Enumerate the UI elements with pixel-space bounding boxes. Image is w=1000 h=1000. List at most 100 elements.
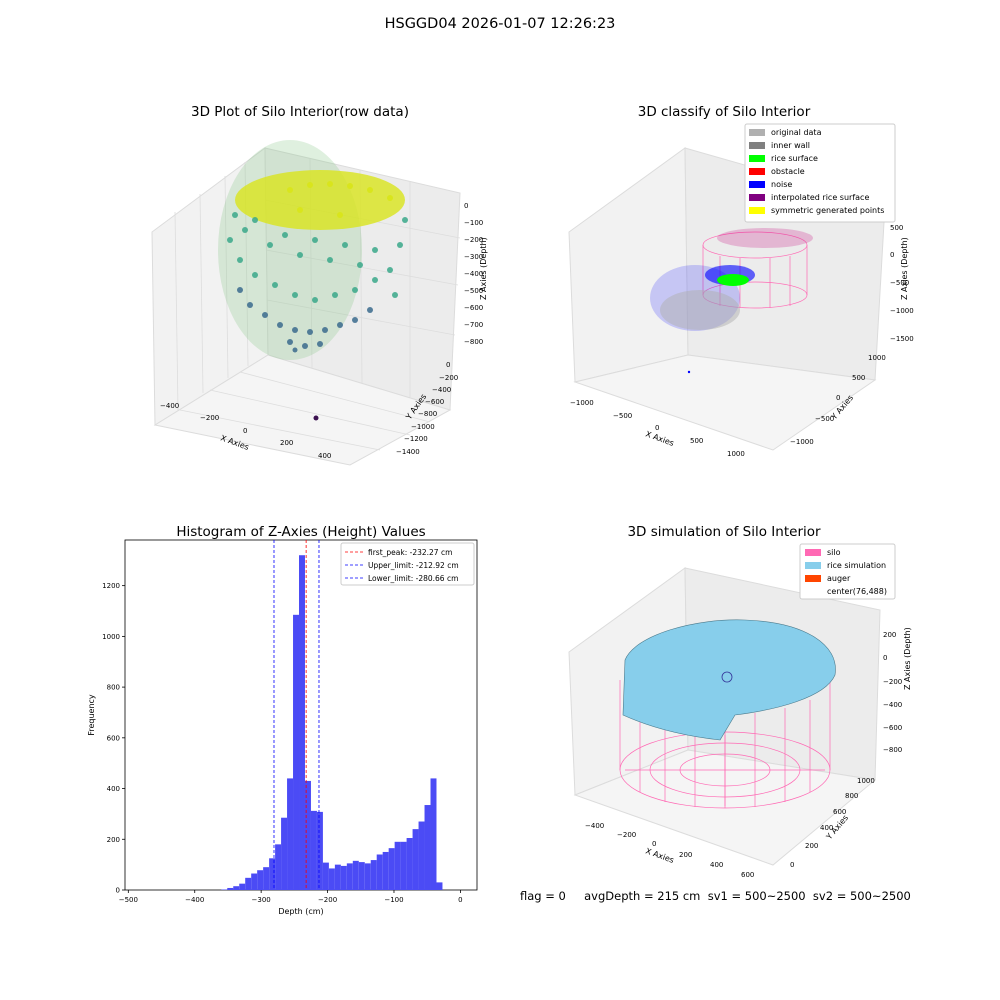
histogram-bar [334,864,341,890]
raw-ytick: −200 [439,374,458,382]
raw-ytick: −1400 [396,448,420,456]
histogram-legend: first_peak: -232.27 cm Upper_limit: -212.… [340,542,475,586]
histogram-ytick-label: 200 [107,836,120,844]
histogram-bar [269,858,276,890]
histogram-bar [304,780,311,890]
legend-label-obstacle: obstacle [771,167,805,176]
histogram-ytick-label: 600 [107,734,120,742]
histogram-y-ticks: 0 200 400 600 800 1000 1200 [102,582,125,895]
histogram-reference-lines [273,540,320,890]
histogram-xtick-label: −500 [119,896,138,904]
legend-label-inner-wall: inner wall [771,141,810,150]
histogram-xtick-label: 0 [458,896,462,904]
histogram-bar [287,778,294,890]
classify-floor-pane [573,354,877,451]
raw-ytick: 0 [446,361,450,369]
legend-label-rice-simulation: rice simulation [827,561,886,570]
legend-swatch-original-data [749,129,765,136]
legend-label-original-data: original data [771,128,822,137]
histogram-bar [346,863,353,890]
classify-xtick: 1000 [727,450,745,458]
raw-ytick: −400 [432,386,451,394]
simulation-z-axis-label: Z Axies (Depth) [903,627,912,690]
histogram-bar [257,870,264,890]
histogram-bar [227,887,234,890]
classify-3d-plot: original data inner wall rice surface ob… [568,123,914,458]
raw-ytick: −600 [425,398,444,406]
classify-ytick: 500 [852,374,865,382]
classify-panel-title: 3D classify of Silo Interior [637,104,811,120]
histogram-bars [221,555,443,890]
histogram-xtick-label: −100 [384,896,403,904]
raw-xtick: −400 [160,402,179,410]
simulation-xtick: 0 [652,840,656,848]
simulation-ytick: 1000 [857,777,875,785]
raw-ztick: −800 [464,338,483,346]
raw-ztick: −400 [464,270,483,278]
classify-back-pane-left [568,147,689,383]
classify-noise-outlier [687,370,691,374]
raw-ytick: −1200 [404,435,428,443]
legend-swatch-obstacle [749,168,765,175]
raw-points-low [237,287,373,353]
classify-xtick: 500 [690,437,703,445]
classify-ytick: −500 [815,415,834,423]
histogram-bar [245,877,252,890]
histogram-legend-label: Upper_limit: -212.92 cm [368,561,459,570]
simulation-xtick: −400 [585,822,604,830]
simulation-x-axis-label: X Axies [644,846,675,865]
legend-swatch-symmetric [749,207,765,214]
raw-z-ticks: 0 −100 −200 −300 −400 −500 −600 −700 −80… [464,202,483,346]
histogram-bar [340,865,347,890]
legend-swatch-inner-wall [749,142,765,149]
simulation-ztick: −800 [883,746,902,754]
histogram-bar [251,873,258,890]
raw-floor-pane [153,354,452,466]
raw-ztick: −700 [464,321,483,329]
simulation-ztick: −600 [883,724,902,732]
histogram-bar [263,867,270,890]
histogram-bar [382,851,389,890]
histogram-bar [328,868,335,890]
raw-points-mid [227,212,408,303]
classify-xtick: −1000 [570,399,594,407]
raw-xtick: 400 [318,452,331,460]
histogram-legend-label: first_peak: -232.27 cm [368,548,452,557]
classify-interpolated-surface [717,228,813,248]
histogram-xtick-label: −200 [318,896,337,904]
raw-z-axis-label: Z Axies (Depth) [479,237,488,300]
classify-x-axis-label: X Axies [644,429,675,448]
raw-y-ticks: 0 −200 −400 −600 −800 −1000 −1200 −1400 [396,361,458,456]
simulation-3d-plot: silo rice simulation auger center(76,488… [568,543,912,879]
raw-3d-plot: −400 −200 0 200 400 0 −200 −400 −600 −80… [151,140,488,466]
histogram-chart: −500 −400 −300 −200 −100 0 0 200 400 600 800 1000 1… [87,539,478,916]
raw-ztick: −100 [464,219,483,227]
classify-y-ticks: 1000 500 0 −500 −1000 [790,354,886,446]
classify-ztick: −1000 [890,307,914,315]
simulation-ztick: −200 [883,678,902,686]
histogram-bar [358,862,365,890]
histogram-bar [418,821,425,890]
histogram-title: Histogram of Z-Axies (Height) Values [176,524,426,540]
histogram-y-axis-label: Frequency [87,694,96,736]
simulation-panel-title: 3D simulation of Silo Interior [627,524,821,540]
classify-ztick: 500 [890,224,903,232]
classify-legend: original data inner wall rice surface ob… [744,123,896,223]
simulation-rice-surface [622,619,836,741]
histogram-bar [388,848,395,890]
simulation-y-ticks: 0 200 400 600 800 1000 [790,777,875,869]
legend-label-auger: auger [827,574,851,583]
raw-top-ring [235,170,405,230]
raw-ztick: −500 [464,287,483,295]
histogram-bar [275,844,282,890]
classify-ztick: 0 [890,251,894,259]
classify-rice-surface [717,274,749,286]
status-footer: flag = 0 avgDepth = 215 cm sv1 = 500~250… [520,889,911,903]
classify-z-axis-label: Z Axies (Depth) [900,237,909,300]
legend-swatch-rice-surface [749,155,765,162]
classify-ytick: 1000 [868,354,886,362]
histogram-bar [406,838,413,890]
legend-swatch-silo [805,549,821,556]
raw-ztick: −200 [464,236,483,244]
raw-ytick: −1000 [411,423,435,431]
